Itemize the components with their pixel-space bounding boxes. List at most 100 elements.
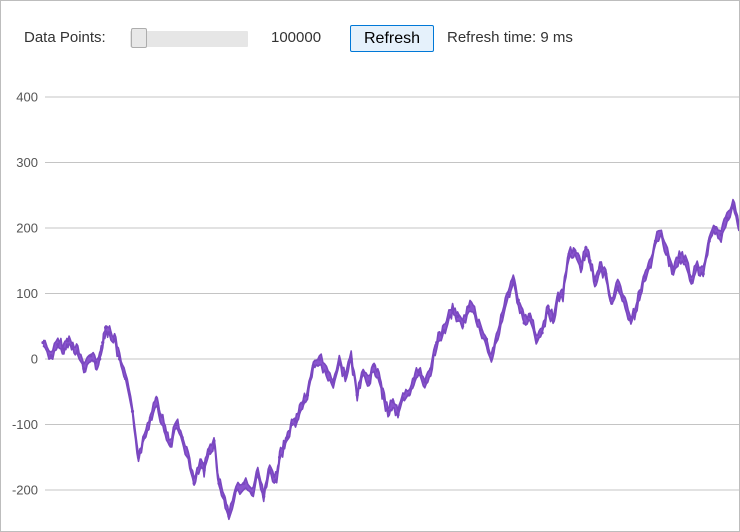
data-point [377,377,381,381]
data-point [534,337,538,341]
data-point [484,337,489,341]
data-point [573,249,577,253]
data-point [49,354,53,358]
y-tick-label: -200 [12,483,38,498]
data-point [381,393,385,397]
data-point [561,291,565,296]
data-points-slider[interactable] [130,28,248,48]
data-point [511,278,515,282]
data-point [290,422,294,427]
data-point [556,295,560,299]
data-point [567,252,571,256]
data-point [588,259,592,263]
y-tick-label: 400 [16,90,38,105]
data-point [355,393,359,397]
data-point [217,481,221,485]
data-point [98,357,102,361]
data-point [278,455,282,459]
data-point [89,354,93,358]
data-point [118,357,122,361]
data-point [76,349,80,353]
data-point [180,436,184,440]
data-point [361,370,365,374]
data-point [401,396,405,400]
refresh-time-status: Refresh time: 9 ms [447,29,573,46]
data-point [417,370,421,374]
data-point [317,357,321,361]
data-point [337,360,341,364]
data-point [665,252,670,256]
data-point [305,393,310,397]
data-point [598,265,602,269]
data-point [234,488,238,492]
data-point [301,400,306,404]
data-point [349,357,353,361]
data-point [528,314,532,318]
data-point [202,468,206,472]
data-point [516,298,520,302]
data-point [489,357,493,361]
y-tick-label: -100 [12,417,38,432]
data-point [494,337,498,341]
data-point [638,291,642,296]
data-point [616,285,620,289]
data-point [41,341,45,345]
data-point [407,393,411,397]
data-point [186,455,190,459]
data-point [163,429,167,433]
data-point [242,481,246,485]
data-point [642,275,647,279]
data-points-label: Data Points: [24,29,106,46]
data-point [593,278,597,282]
data-point [168,442,172,446]
data-point [71,344,75,348]
data-point [227,514,231,518]
data-point [56,343,60,347]
data-point [546,305,550,309]
data-point [628,318,632,322]
data-point [386,409,390,413]
refresh-button[interactable]: Refresh [350,25,434,52]
data-point [268,468,272,472]
data-point [158,413,162,417]
y-tick-label: 0 [31,352,38,367]
data-point [136,455,141,459]
grid-lines [45,96,739,491]
data-point [372,364,376,368]
data-point [446,318,450,322]
series-lower-line [42,204,739,521]
data-point [391,400,395,404]
data-point [396,413,400,417]
data-point [472,311,477,315]
data-point [66,339,70,343]
data-point [174,422,178,427]
data-point [671,269,676,273]
data-point [113,337,117,341]
data-point [262,495,266,499]
data-point [683,259,687,263]
data-point [222,495,226,499]
slider-thumb[interactable] [131,28,147,48]
data-point [500,314,504,318]
data-point [677,255,681,260]
data-point [293,419,298,423]
series-upper-line [43,198,739,515]
data-point [192,481,196,485]
data-point [297,409,302,413]
data-point [456,314,460,318]
data-point [441,331,445,335]
data-point [610,301,614,305]
data-point [207,449,211,453]
data-point [367,380,371,384]
data-point [451,308,455,312]
data-point [104,326,108,330]
data-point [286,436,290,440]
data-point [584,246,588,250]
data-point [429,367,433,371]
data-point [713,226,717,230]
data-point [82,367,86,371]
data-point [331,380,335,384]
data-point [311,364,315,368]
